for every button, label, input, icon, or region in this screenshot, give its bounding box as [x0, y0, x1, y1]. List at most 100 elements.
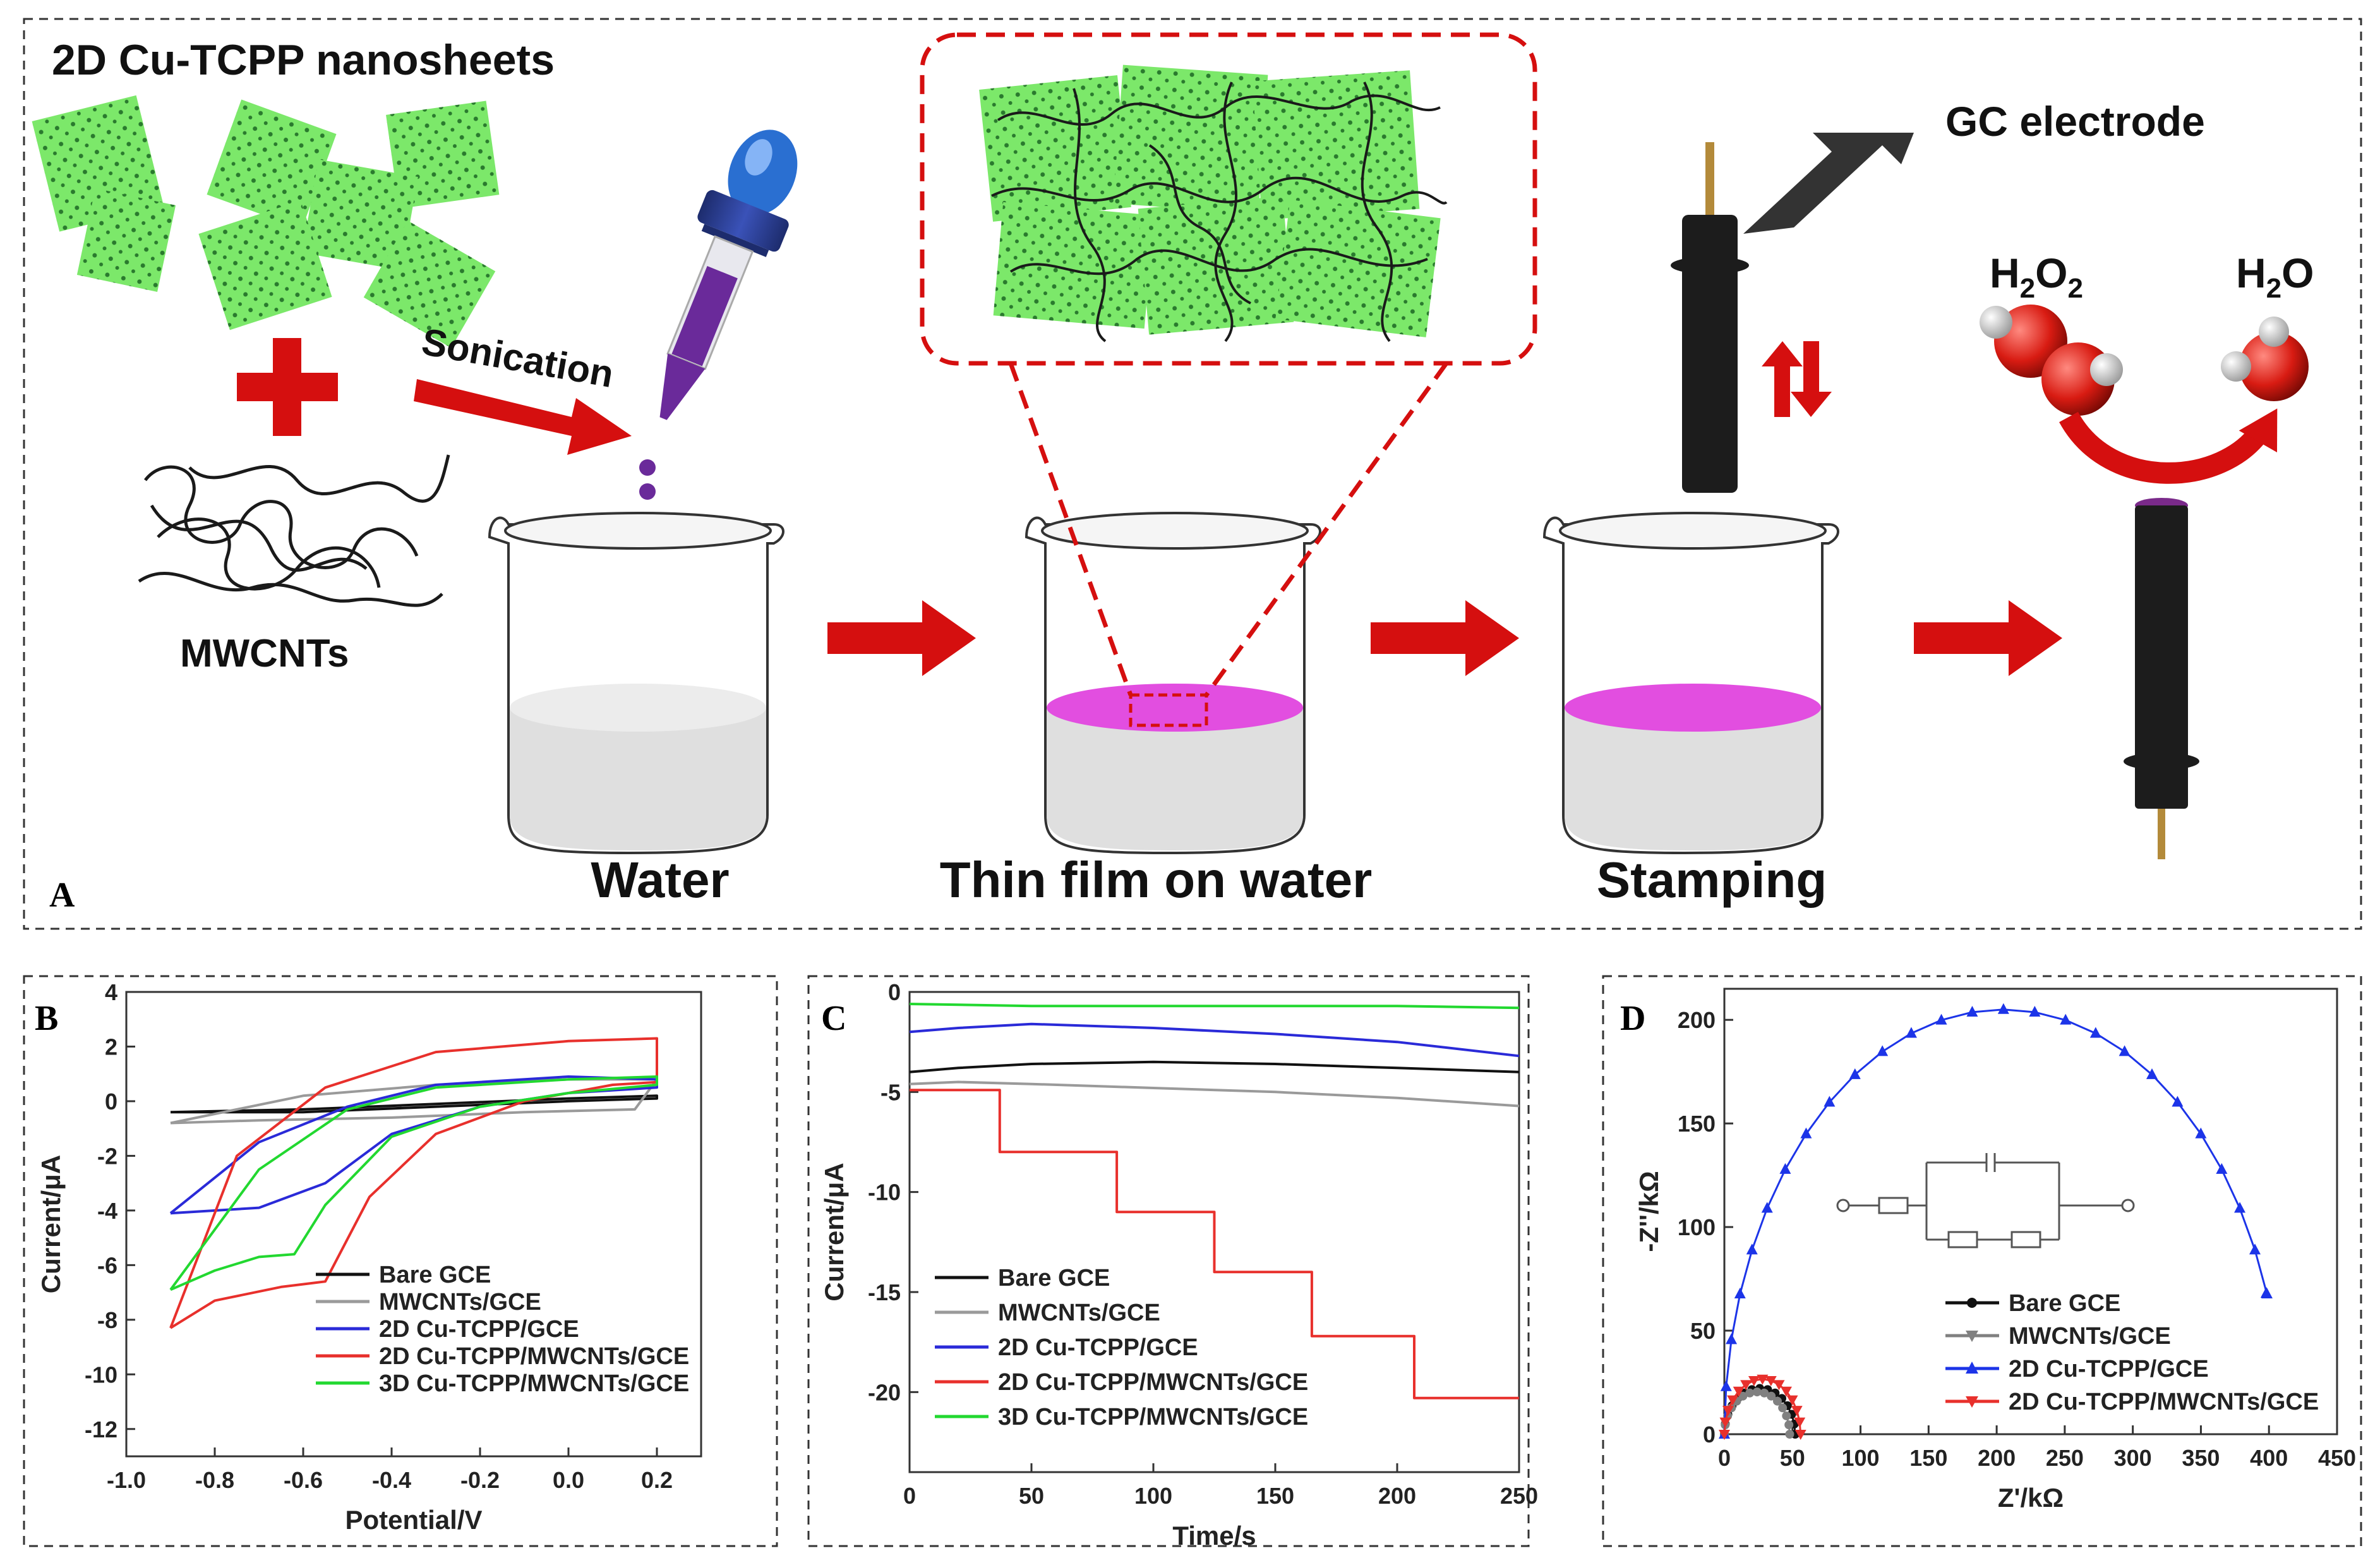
y-tick-label: 50 [1690, 1318, 1716, 1344]
process-arrow-2 [1371, 600, 1519, 676]
data-point [1786, 1395, 1798, 1406]
nanosheets-illustration [32, 95, 500, 348]
data-point [1727, 1395, 1739, 1406]
step-label-stamping: Stamping [1597, 852, 1827, 908]
x-tick-label: -0.8 [195, 1467, 234, 1493]
data-point [1772, 1396, 1782, 1406]
y-tick-label: 150 [1678, 1111, 1716, 1137]
modified-electrode [2124, 498, 2199, 859]
data-point [1726, 1333, 1738, 1344]
data-point [1752, 1387, 1762, 1397]
legend-label: MWCNTs/GCE [2009, 1323, 2171, 1350]
x-axis-label: Time/s [1172, 1521, 1256, 1550]
data-point [2172, 1096, 2184, 1107]
data-point [1746, 1243, 1758, 1255]
data-point [1748, 1375, 1760, 1386]
data-point [1722, 1406, 1734, 1417]
beaker-stamping [1542, 512, 1839, 855]
legend-label: 2D Cu-TCPP/GCE [998, 1334, 1198, 1361]
data-point [2029, 1006, 2041, 1017]
x-tick-label: 100 [1842, 1445, 1880, 1471]
x-tick-label: -1.0 [107, 1467, 146, 1493]
reaction-arrow [2059, 411, 2271, 484]
data-point [1779, 1163, 1791, 1174]
y-tick-label: -10 [85, 1362, 117, 1387]
zoom-inset [920, 32, 1537, 697]
data-point [1824, 1096, 1836, 1107]
thin-film [1047, 684, 1303, 732]
data-point [1760, 1388, 1769, 1398]
x-tick-label: -0.4 [372, 1467, 411, 1493]
legend-label: MWCNTs/GCE [379, 1289, 541, 1315]
x-tick-label: -0.2 [460, 1467, 500, 1493]
legend-marker [1966, 1362, 1978, 1374]
legend-label: 2D Cu-TCPP/MWCNTs/GCE [2009, 1389, 2319, 1415]
x-axis-label: Potential/V [345, 1505, 482, 1535]
x-tick-label: 300 [2114, 1445, 2152, 1471]
x-axis-label: Z'/kΩ [1998, 1483, 2064, 1513]
data-point [2060, 1013, 2072, 1025]
panel-label: D [1620, 999, 1645, 1038]
gc-pointer-arrow [1743, 133, 1914, 234]
data-point [1734, 1287, 1746, 1298]
series-line [169, 1075, 658, 1291]
data-point [1794, 1430, 1806, 1440]
process-arrow-3 [1914, 600, 2062, 676]
data-point [1767, 1391, 1776, 1401]
legend-label: 2D Cu-TCPP/MWCNTs/GCE [998, 1369, 1308, 1396]
data-point [2234, 1202, 2246, 1213]
y-tick-label: -8 [97, 1307, 117, 1333]
y-tick-label: -6 [97, 1252, 117, 1278]
legend-label: 3D Cu-TCPP/MWCNTs/GCE [379, 1370, 689, 1397]
legend-label: 2D Cu-TCPP/GCE [2009, 1356, 2209, 1382]
data-point [1765, 1375, 1777, 1386]
mwcnts-label: MWCNTs [180, 632, 349, 675]
data-point [2249, 1243, 2261, 1255]
data-point [1794, 1417, 1806, 1428]
beaker-water [488, 512, 784, 855]
series-line [169, 1037, 658, 1329]
data-point [1849, 1068, 1861, 1079]
data-point [1785, 1430, 1794, 1439]
data-point [1966, 1006, 1978, 1017]
x-tick-label: 250 [2046, 1445, 2084, 1471]
x-tick-label: 50 [1019, 1483, 1044, 1509]
y-tick-label: -12 [85, 1417, 117, 1442]
x-tick-label: 0.0 [553, 1467, 584, 1493]
x-tick-label: 150 [1256, 1483, 1294, 1509]
dropper-icon [639, 130, 798, 500]
x-tick-label: 150 [1909, 1445, 1947, 1471]
data-point [1757, 1374, 1769, 1385]
x-tick-label: 450 [2318, 1445, 2356, 1471]
data-point [1738, 1391, 1748, 1401]
y-tick-label: -20 [868, 1379, 901, 1405]
plot-area [908, 991, 1520, 1473]
sonication-arrow [414, 379, 632, 455]
y-tick-label: 100 [1678, 1214, 1716, 1240]
data-point [2195, 1127, 2207, 1139]
gc-electrode-stamping [1671, 142, 1832, 493]
legend-marker [1966, 1396, 1978, 1408]
data-point [1773, 1380, 1785, 1391]
series-line [910, 1089, 1519, 1399]
legend-label: 3D Cu-TCPP/MWCNTs/GCE [998, 1404, 1308, 1430]
data-point [2089, 1027, 2101, 1038]
y-tick-label: -4 [97, 1198, 117, 1224]
legend-label: Bare GCE [379, 1262, 491, 1288]
y-tick-label: 0 [1703, 1422, 1716, 1447]
data-point [1740, 1380, 1752, 1391]
equivalent-circuit-inset [1836, 1153, 2135, 1248]
series-line [170, 1078, 658, 1125]
h2o-molecule [2221, 317, 2309, 401]
x-tick-label: 200 [1378, 1483, 1416, 1509]
data-point [1782, 1411, 1791, 1420]
data-point [2216, 1163, 2228, 1174]
series-line [909, 1080, 1520, 1108]
data-point [1719, 1430, 1730, 1440]
y-tick-label: 4 [105, 979, 117, 1005]
y-tick-label: -2 [97, 1143, 117, 1169]
h2o-label: H2O [2236, 250, 2314, 304]
chart-c: C 0 50 100 150 200 250 0 -5 -10 -15 -20 Time/s Curren… [819, 979, 1538, 1550]
legend-marker [1966, 1331, 1978, 1342]
